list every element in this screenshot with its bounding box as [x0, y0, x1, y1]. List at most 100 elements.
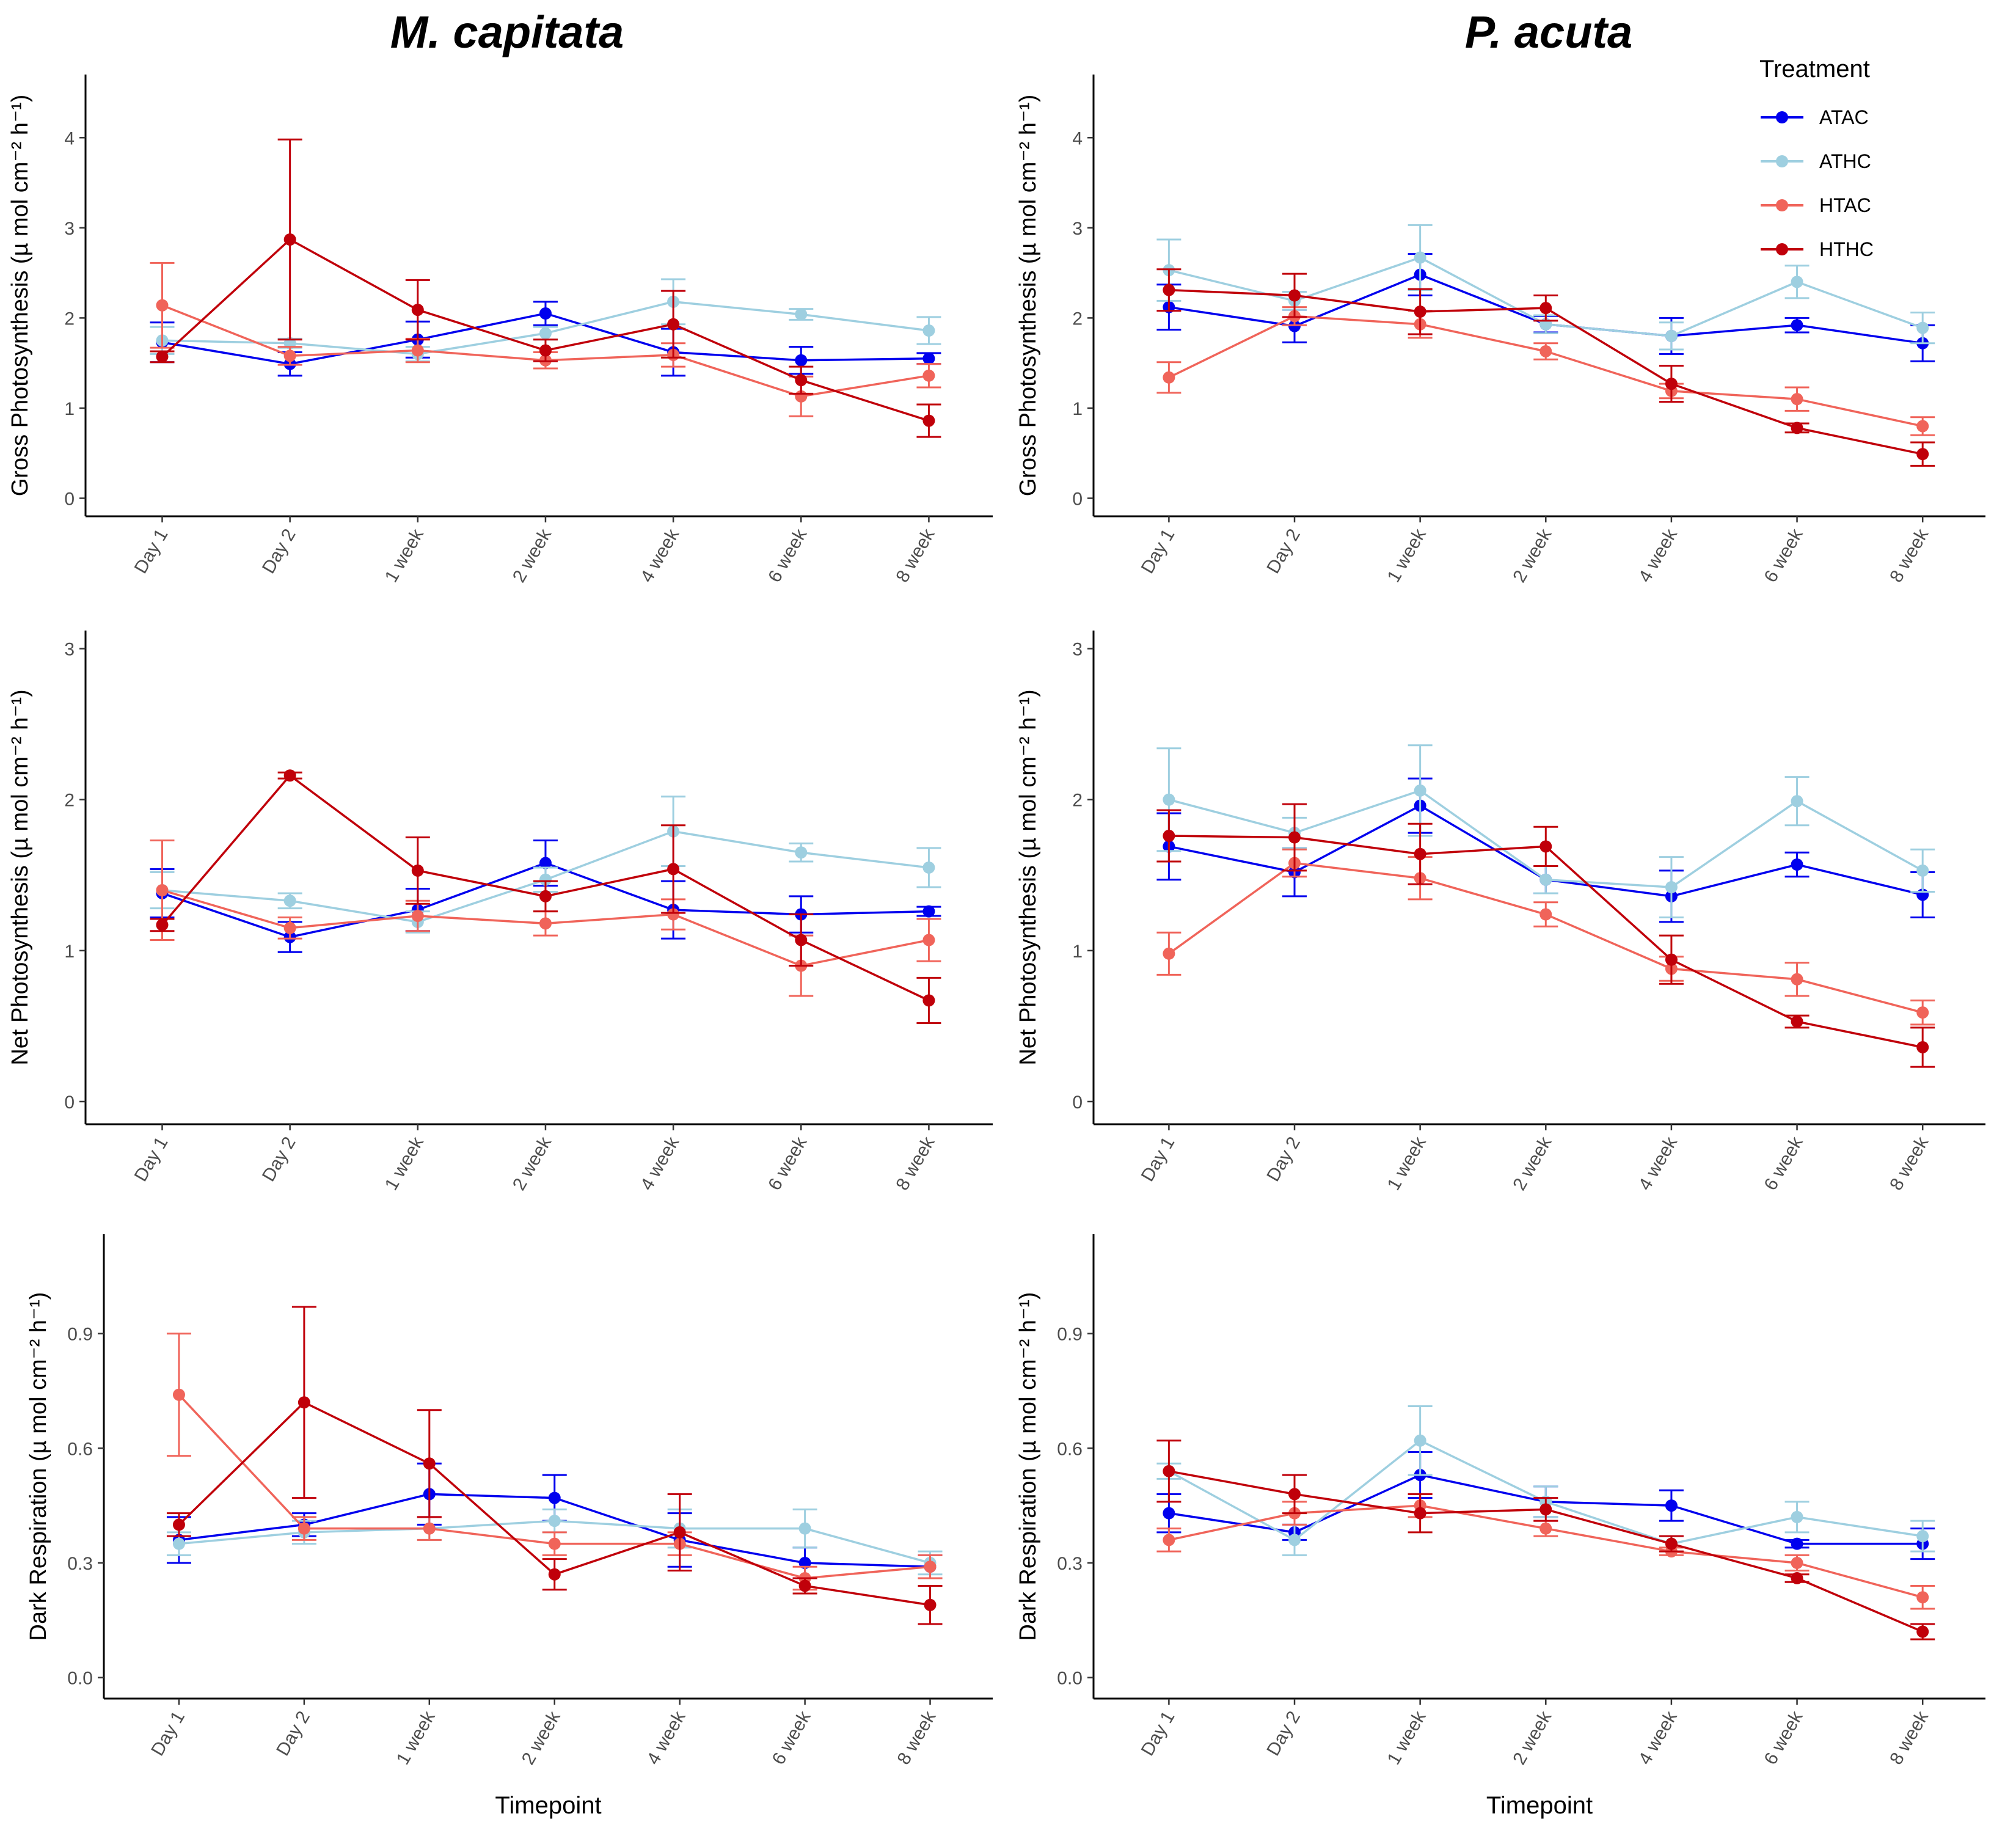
data-point [1288, 1488, 1301, 1501]
panel-1: 0 1 2 3 4 Day 1 Day 2 1 week 2 week 4 week 6 week 8… [7, 75, 993, 586]
data-point [1414, 251, 1426, 264]
y-tick-label: 2 [64, 309, 75, 329]
data-point [1539, 840, 1552, 853]
data-point [1916, 1041, 1929, 1053]
y-tick-label: 2 [1072, 791, 1083, 811]
data-point [922, 414, 935, 427]
y-tick-label: 3 [1072, 640, 1083, 660]
data-point [1916, 1591, 1929, 1604]
x-axis-title: Timepoint [1486, 1792, 1593, 1819]
data-point [1539, 873, 1552, 886]
data-point [539, 344, 552, 357]
data-point [1791, 858, 1803, 871]
x-tick-label: 8 week [892, 1133, 939, 1194]
x-tick-label: 4 week [637, 1133, 684, 1194]
x-tick-label: 4 week [1635, 525, 1682, 586]
data-point [795, 934, 808, 946]
data-point [283, 921, 296, 934]
data-point [667, 908, 680, 921]
y-tick-label: 0.0 [67, 1669, 93, 1689]
data-point [283, 349, 296, 362]
data-point [1163, 371, 1175, 384]
data-point [283, 233, 296, 246]
x-tick-label: 2 week [509, 525, 556, 586]
series-hthc [1156, 1440, 1935, 1641]
data-point [1539, 302, 1552, 315]
data-point [1288, 831, 1301, 844]
x-tick-label: Day 2 [258, 1133, 300, 1185]
legend-label: ATAC [1819, 106, 1869, 128]
data-point [1539, 345, 1552, 357]
y-tick-label: 3 [64, 640, 75, 660]
data-point [539, 327, 552, 340]
column-title-right: P. acuta [1465, 7, 1632, 57]
data-point [1163, 284, 1175, 296]
data-point [1665, 1537, 1678, 1550]
data-point [1791, 422, 1803, 434]
data-point [172, 1518, 185, 1531]
x-tick-label: 1 week [381, 525, 428, 586]
data-point [1916, 1006, 1929, 1019]
x-tick-label: 1 week [1384, 525, 1431, 586]
data-point [1665, 329, 1678, 342]
data-point [922, 352, 935, 365]
x-tick-label: Day 1 [131, 1133, 172, 1185]
x-tick-label: 2 week [1509, 525, 1556, 586]
data-point [1163, 1534, 1175, 1546]
data-point [539, 857, 552, 869]
data-point [798, 1579, 811, 1592]
y-tick-label: 0.3 [67, 1554, 93, 1574]
y-axis-title: Dark Respiration (µ mol cm⁻² h⁻¹) [26, 1292, 51, 1641]
legend: Treatment ATAC ATHC HTAC HTHC [1759, 56, 1874, 260]
data-point [172, 1388, 185, 1401]
data-point [795, 846, 808, 859]
legend-marker [1776, 155, 1788, 167]
y-axis-title: Net Photosynthesis (µ mol cm⁻² h⁻¹) [1015, 689, 1041, 1065]
data-point [922, 861, 935, 874]
x-tick-label: Day 1 [131, 525, 172, 577]
data-point [1665, 881, 1678, 894]
data-point [411, 864, 424, 877]
panels: 0 1 2 3 4 Day 1 Day 2 1 week 2 week 4 week 6 week 8… [7, 75, 1985, 1819]
data-point [283, 769, 296, 782]
series-athc [1156, 224, 1935, 351]
y-tick-label: 1 [1072, 399, 1083, 419]
y-tick-label: 1 [64, 399, 75, 419]
data-point [298, 1396, 310, 1409]
x-tick-label: Day 1 [1138, 1133, 1179, 1185]
data-point [156, 350, 169, 363]
data-point [922, 905, 935, 918]
data-point [1916, 321, 1929, 334]
x-tick-label: 2 week [1509, 1707, 1556, 1768]
series-hthc [166, 1306, 943, 1625]
legend-label: HTHC [1819, 238, 1874, 260]
x-tick-label: 1 week [1384, 1133, 1431, 1194]
data-point [1665, 953, 1678, 966]
legend-item-atac: ATAC [1761, 106, 1869, 128]
x-tick-label: 6 week [1761, 1133, 1808, 1194]
x-tick-label: 2 week [518, 1707, 565, 1768]
legend-item-athc: ATHC [1761, 150, 1871, 172]
y-tick-label: 0.6 [67, 1439, 93, 1459]
data-point [411, 910, 424, 923]
data-point [1414, 1507, 1426, 1520]
panel-3: 0 1 2 3 Day 1 Day 2 1 week 2 week 4 week 6 week 8 … [7, 631, 993, 1194]
data-point [1163, 793, 1175, 806]
data-point [1163, 1507, 1175, 1520]
y-tick-label: 0 [64, 1092, 75, 1113]
data-point [1414, 847, 1426, 860]
y-tick-label: 0.3 [1057, 1554, 1083, 1574]
data-point [667, 318, 680, 331]
x-tick-label: Day 1 [1138, 525, 1179, 577]
series-htac [166, 1333, 943, 1591]
data-point [1288, 289, 1301, 302]
x-tick-label: 1 week [393, 1707, 440, 1768]
y-tick-label: 2 [1072, 309, 1083, 329]
data-point [411, 304, 424, 316]
data-point [1916, 864, 1929, 877]
x-tick-label: Day 2 [1263, 525, 1304, 577]
data-point [156, 884, 169, 897]
data-point [1539, 908, 1552, 921]
data-point [798, 1522, 811, 1535]
